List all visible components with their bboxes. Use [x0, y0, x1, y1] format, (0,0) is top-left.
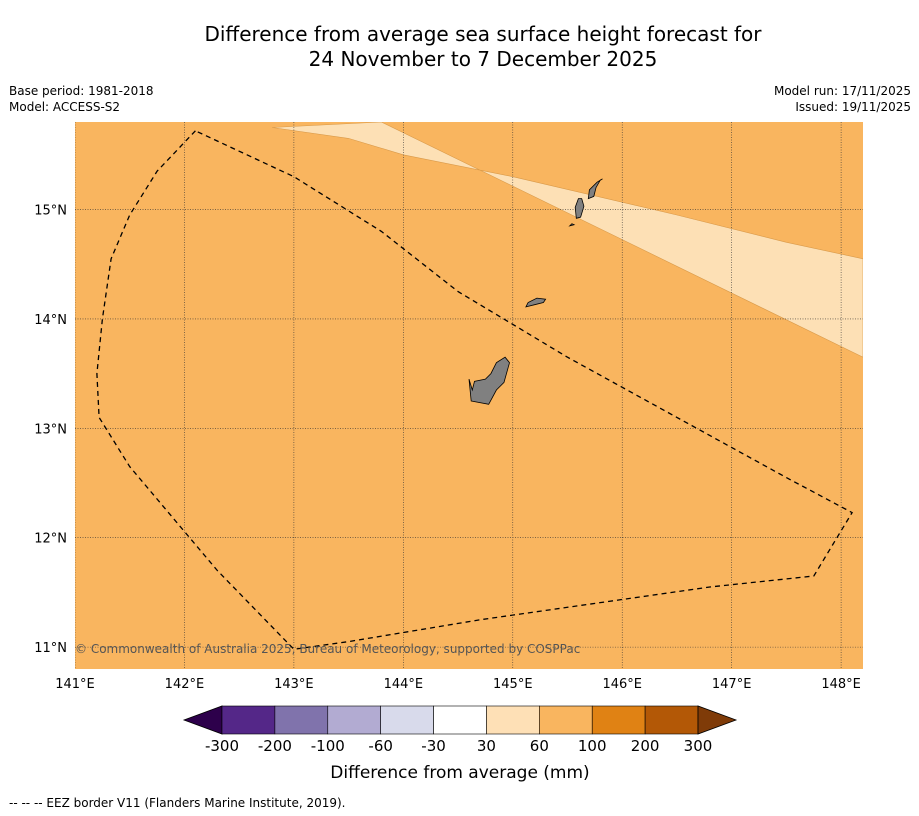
- colorbar-segment: [486, 705, 540, 735]
- lat-tick-label: 12°N: [34, 532, 67, 547]
- lon-tick-label: 143°E: [274, 677, 314, 692]
- colorbar-tick-label: 200: [631, 737, 660, 755]
- colorbar-tick-label: -200: [258, 737, 292, 755]
- colorbar-segment: [644, 705, 699, 735]
- lon-tick-label: 147°E: [712, 677, 752, 692]
- issued-date: Issued: 19/11/2025: [795, 100, 911, 114]
- lat-tick-label: 15°N: [34, 204, 67, 219]
- chart-title-line2: 24 November to 7 December 2025: [308, 47, 658, 71]
- colorbar-segment: [539, 705, 593, 735]
- colorbar-tick-label: -100: [311, 737, 345, 755]
- eez-border-line: [96, 130, 854, 650]
- island-aguijan: [568, 223, 576, 227]
- colorbar-segment: [380, 705, 434, 735]
- island-guam: [468, 356, 510, 405]
- colorbar-tick-label: -30: [421, 737, 446, 755]
- map-plot-area: [75, 122, 863, 669]
- lon-tick-label: 144°E: [384, 677, 424, 692]
- map-axes: 141°E 142°E 143°E 144°E 145°E 146°E 147°E 148°E…: [34, 204, 861, 692]
- colorbar-under-arrow: [182, 705, 223, 735]
- colorbar-segment: [433, 705, 487, 735]
- colorbar-segment: [327, 705, 381, 735]
- colorbar-tick-label: -60: [368, 737, 393, 755]
- lon-tick-label: 148°E: [821, 677, 861, 692]
- colorbar-over-arrow: [697, 705, 738, 735]
- sea-height-60-100-region: [75, 122, 863, 669]
- colorbar-segment: [591, 705, 646, 735]
- base-period: Base period: 1981-2018: [9, 84, 154, 98]
- colorbar-tick-label: 100: [578, 737, 607, 755]
- map-overlay: © Commonwealth of Australia 2025, Bureau…: [75, 642, 580, 656]
- chart-title: Difference from average sea surface heig…: [0, 22, 919, 72]
- lon-tick-label: 145°E: [493, 677, 533, 692]
- colorbar-segment: [221, 705, 276, 735]
- colorbar-tick-label: -300: [205, 737, 239, 755]
- colorbar: -300 -200 -100 -60 -30 30 60 100 200 300 Differenc…: [182, 705, 738, 783]
- lat-tick-label: 11°N: [34, 641, 67, 656]
- model-run: Model run: 17/11/2025: [773, 84, 911, 98]
- island-saipan: [587, 178, 603, 200]
- lon-tick-label: 142°E: [165, 677, 205, 692]
- colorbar-tick-label: 60: [530, 737, 549, 755]
- colorbar-label: Difference from average (mm): [330, 763, 589, 783]
- island-rota: [525, 297, 547, 308]
- meta-right: Model run: 17/11/2025 Issued: 19/11/2025: [774, 83, 911, 115]
- model-name: Model: ACCESS-S2: [9, 100, 121, 114]
- colorbar-tick-label: 30: [477, 737, 496, 755]
- eez-footnote: -- -- -- EEZ border V11 (Flanders Marine…: [9, 796, 346, 810]
- colorbar-segment: [274, 705, 329, 735]
- island-tinian: [574, 198, 585, 219]
- colorbar-tick-label: 300: [684, 737, 713, 755]
- chart-title-line1: Difference from average sea surface heig…: [204, 22, 762, 46]
- lat-tick-label: 14°N: [34, 313, 67, 328]
- copyright-text: © Commonwealth of Australia 2025, Bureau…: [75, 642, 580, 656]
- lon-tick-label: 141°E: [55, 677, 95, 692]
- meta-left: Base period: 1981-2018 Model: ACCESS-S2: [9, 83, 154, 115]
- lat-tick-label: 13°N: [34, 422, 67, 437]
- lon-tick-label: 146°E: [602, 677, 642, 692]
